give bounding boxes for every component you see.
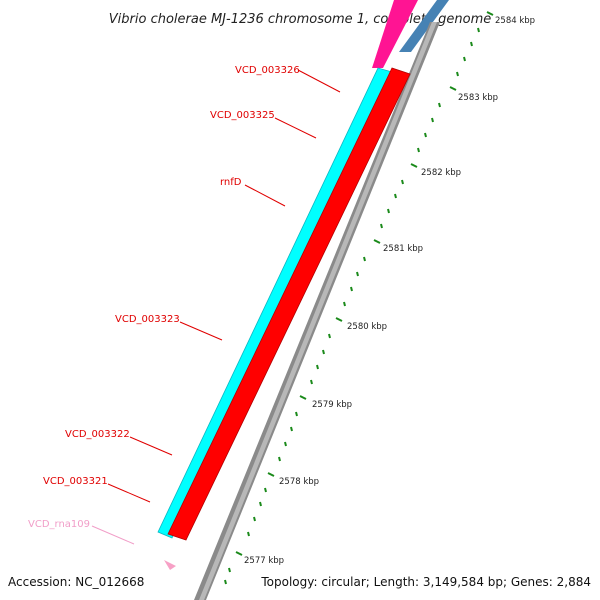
gene-label-rnfd: rnfD <box>220 177 286 207</box>
gene-label-vcd003323: VCD_003323 <box>115 314 223 341</box>
feature-blue <box>399 0 449 52</box>
tick-label-2583: 2583 kbp <box>458 93 498 103</box>
gene-label-vcd003322: VCD_003322 <box>65 429 173 456</box>
tick-mark-2579 <box>299 395 307 400</box>
tick-label-2577: 2577 kbp <box>244 556 284 566</box>
ticks-layer: 2577 kbp 2578 kbp 2579 kbp 2580 kbp 2581… <box>224 11 535 585</box>
tick-label-2582: 2582 kbp <box>421 168 461 178</box>
gene-label-vcd003325: VCD_003325 <box>210 110 317 139</box>
tick-mark-2578 <box>267 472 275 477</box>
tick-label-2584: 2584 kbp <box>495 16 535 26</box>
footer-topology: Topology: circular; Length: 3,149,584 bp… <box>260 575 591 589</box>
svg-text:rnfD: rnfD <box>220 177 242 188</box>
svg-text:VCD_rna109: VCD_rna109 <box>28 519 90 530</box>
tick-mark-2577 <box>235 551 243 556</box>
feature-magenta <box>372 0 418 68</box>
tick-mark-2583 <box>449 86 457 91</box>
reverse-strand <box>167 67 411 541</box>
gene-labels: VCD_003326 VCD_003325 rnfD VCD_003323 VC… <box>28 65 341 545</box>
tick-mark-2581 <box>373 239 381 244</box>
minor-ticks <box>224 27 480 585</box>
rna-feature <box>164 560 176 570</box>
tick-label-2579: 2579 kbp <box>312 400 352 410</box>
tick-label-2580: 2580 kbp <box>347 322 387 332</box>
gene-label-vcdrna109: VCD_rna109 <box>28 519 135 545</box>
svg-text:VCD_003322: VCD_003322 <box>65 429 130 440</box>
tick-label-2581: 2581 kbp <box>383 244 423 254</box>
footer-accession: Accession: NC_012668 <box>8 575 144 589</box>
gene-label-vcd003321: VCD_003321 <box>43 476 151 503</box>
svg-text:VCD_003326: VCD_003326 <box>235 65 300 76</box>
svg-text:VCD_003325: VCD_003325 <box>210 110 275 121</box>
feature-tracks <box>157 0 449 600</box>
tick-mark-2580 <box>335 317 343 322</box>
tick-mark-2582 <box>410 163 418 168</box>
svg-text:VCD_003323: VCD_003323 <box>115 314 180 325</box>
backbone-line <box>199 22 437 600</box>
forward-strand <box>157 67 393 539</box>
gene-label-vcd003326: VCD_003326 <box>235 65 341 93</box>
tick-mark-2584 <box>486 11 494 16</box>
svg-text:VCD_003321: VCD_003321 <box>43 476 108 487</box>
tick-label-2578: 2578 kbp <box>279 477 319 487</box>
